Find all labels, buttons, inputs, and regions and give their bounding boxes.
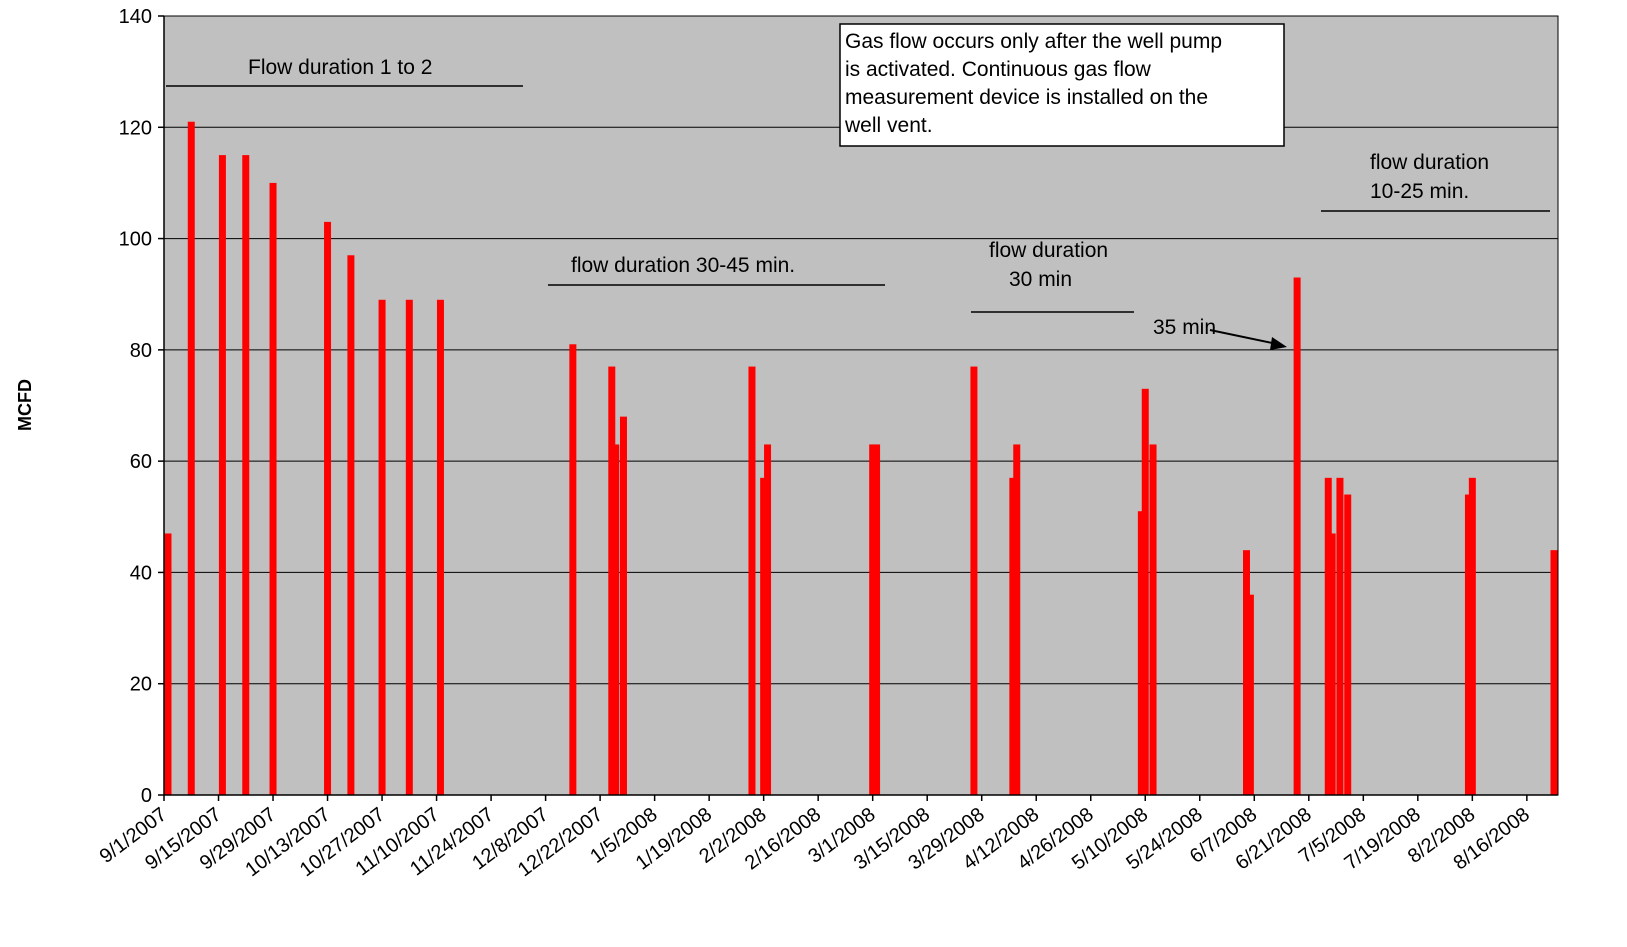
annotation-flow-duration-10-25-line1: flow duration [1370, 151, 1489, 174]
bar [1550, 550, 1558, 795]
bar [619, 416, 627, 795]
axes [163, 16, 1558, 796]
y-tick-label: 120 [119, 117, 152, 139]
bar [1344, 494, 1352, 795]
annotation-flow-duration-1-to-2: Flow duration 1 to 2 [248, 56, 432, 79]
bar [748, 366, 756, 795]
bar [378, 299, 386, 795]
annotation-flow-duration-30-line1: flow duration [989, 239, 1108, 262]
bar [436, 299, 444, 795]
annotation-35-min: 35 min [1153, 316, 1216, 339]
annotations: Flow duration 1 to 2 flow duration 30-45… [166, 23, 1550, 350]
bar [764, 444, 772, 795]
bar [242, 155, 250, 795]
bar [970, 366, 978, 795]
bar [1324, 477, 1332, 795]
bar [1149, 444, 1157, 795]
bar [218, 155, 226, 795]
bar [1013, 444, 1021, 795]
y-tick-label: 40 [130, 562, 152, 584]
bar [347, 255, 355, 795]
annotation-flow-duration-30-45: flow duration 30-45 min. [571, 254, 795, 277]
bar [187, 121, 195, 795]
annotation-flow-duration-10-25-line2: 10-25 min. [1370, 180, 1469, 203]
bar [269, 182, 277, 795]
bar [405, 299, 413, 795]
bar [760, 477, 768, 795]
bar [1137, 511, 1145, 795]
bar [1336, 477, 1344, 795]
y-tick-label: 140 [119, 6, 152, 28]
bar [1328, 533, 1336, 795]
bar [1246, 594, 1254, 795]
note-line-4: well vent. [844, 114, 933, 137]
bar [569, 344, 577, 795]
y-tick-label: 100 [119, 229, 152, 251]
bar [1468, 477, 1476, 795]
bar [869, 444, 877, 795]
bar [1293, 277, 1301, 795]
note-line-3: measurement device is installed on the [845, 86, 1208, 109]
bar [1242, 550, 1250, 795]
note-box [839, 23, 1285, 147]
note-line-2: is activated. Continuous gas flow [845, 58, 1152, 81]
bars [164, 121, 1558, 796]
bar [608, 366, 616, 795]
y-tick-label: 0 [141, 785, 152, 807]
bar [1009, 477, 1017, 795]
x-axis-ticks: 9/1/20079/15/20079/29/200710/13/200710/2… [96, 795, 1534, 881]
bar [873, 444, 881, 795]
bar [1141, 388, 1149, 795]
y-tick-label: 20 [130, 674, 152, 696]
note-line-1: Gas flow occurs only after the well pump [845, 30, 1222, 53]
bar [612, 444, 620, 795]
annotation-arrow-head [1270, 337, 1287, 350]
bar [324, 221, 332, 796]
y-tick-label: 80 [130, 340, 152, 362]
annotation-arrow-shaft [1209, 329, 1278, 345]
y-tick-label: 60 [130, 451, 152, 473]
y-axis-ticks: 0 20 40 60 80 100 120 140 [119, 6, 164, 807]
bar [1464, 494, 1472, 795]
annotation-flow-duration-30-line2: 30 min [1009, 268, 1072, 291]
bar [164, 533, 172, 795]
y-axis-label: MCFD [15, 379, 35, 431]
